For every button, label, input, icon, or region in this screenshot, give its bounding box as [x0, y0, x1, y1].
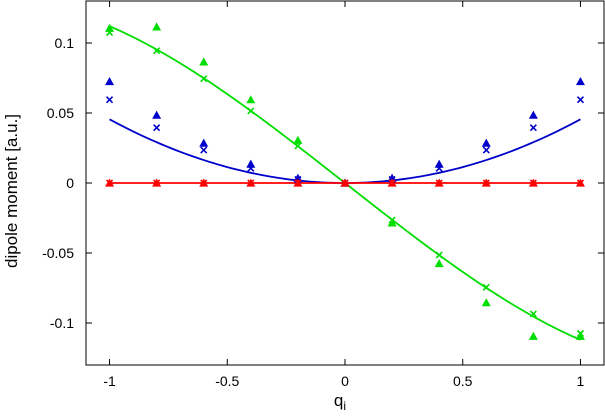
- x-axis-ticks: -1 -0.5 0 0.5 1: [103, 1, 585, 389]
- data-point-cross: [153, 47, 161, 55]
- y-axis-title: dipole moment [a.u.]: [2, 114, 21, 268]
- data-point-cross: [247, 107, 255, 115]
- data-point-triangle: [293, 135, 303, 144]
- data-point-cross: [482, 283, 490, 291]
- data-point-triangle: [199, 138, 209, 147]
- data-point-cross: [529, 124, 537, 132]
- data-point-triangle: [481, 138, 491, 147]
- data-point-triangle: [575, 77, 585, 86]
- data-markers: [105, 22, 585, 340]
- data-point-cross: [294, 142, 302, 150]
- fit-curve-line: [109, 118, 581, 184]
- y-tick-label: 0.1: [55, 35, 75, 51]
- data-point-triangle: [246, 159, 256, 168]
- data-point-triangle: [434, 259, 444, 268]
- data-point-cross: [482, 179, 490, 187]
- data-point-cross: [529, 179, 537, 187]
- x-tick-label: 0: [341, 373, 349, 389]
- data-point-cross: [388, 179, 396, 187]
- x-tick-label: -1: [103, 373, 116, 389]
- data-point-triangle: [528, 110, 538, 119]
- data-point-cross: [529, 310, 537, 318]
- data-point-triangle: [434, 159, 444, 168]
- data-point-cross: [435, 251, 443, 259]
- data-point-triangle: [481, 298, 491, 307]
- data-point-cross: [435, 164, 443, 172]
- data-point-cross: [482, 146, 490, 154]
- x-tick-label: 1: [577, 373, 585, 389]
- data-point-cross: [388, 216, 396, 224]
- data-point-triangle: [528, 331, 538, 340]
- x-tick-label: -0.5: [215, 373, 239, 389]
- data-point-cross: [105, 96, 114, 104]
- data-point-triangle: [246, 95, 256, 104]
- data-point-cross: [341, 179, 349, 187]
- data-point-triangle: [199, 57, 209, 66]
- data-point-cross: [153, 179, 161, 187]
- data-point-triangle: [575, 331, 585, 340]
- data-point-cross: [576, 329, 585, 338]
- data-point-cross: [200, 179, 208, 187]
- data-point-cross: [435, 179, 443, 187]
- y-tick-label: 0.05: [47, 105, 74, 121]
- data-point-cross: [200, 146, 208, 154]
- x-tick-label: 0.5: [453, 373, 473, 389]
- data-point-cross: [576, 179, 585, 187]
- y-tick-label: -0.05: [42, 245, 74, 261]
- data-point-cross: [200, 75, 208, 83]
- y-axis-ticks: -0.1 -0.05 0 0.05 0.1: [42, 35, 604, 331]
- data-point-triangle: [152, 110, 162, 119]
- y-tick-label: -0.1: [50, 315, 74, 331]
- data-point-triangle: [105, 77, 115, 86]
- data-point-cross: [247, 179, 255, 187]
- data-point-cross: [105, 179, 114, 187]
- data-point-cross: [153, 124, 161, 132]
- x-axis-title: qi: [334, 391, 346, 413]
- data-point-cross: [105, 28, 114, 37]
- y-tick-label: 0: [66, 175, 74, 191]
- data-point-triangle: [387, 218, 397, 227]
- data-point-cross: [247, 164, 255, 172]
- data-point-triangle: [152, 22, 162, 31]
- data-point-cross: [294, 179, 302, 187]
- data-point-cross: [576, 96, 585, 104]
